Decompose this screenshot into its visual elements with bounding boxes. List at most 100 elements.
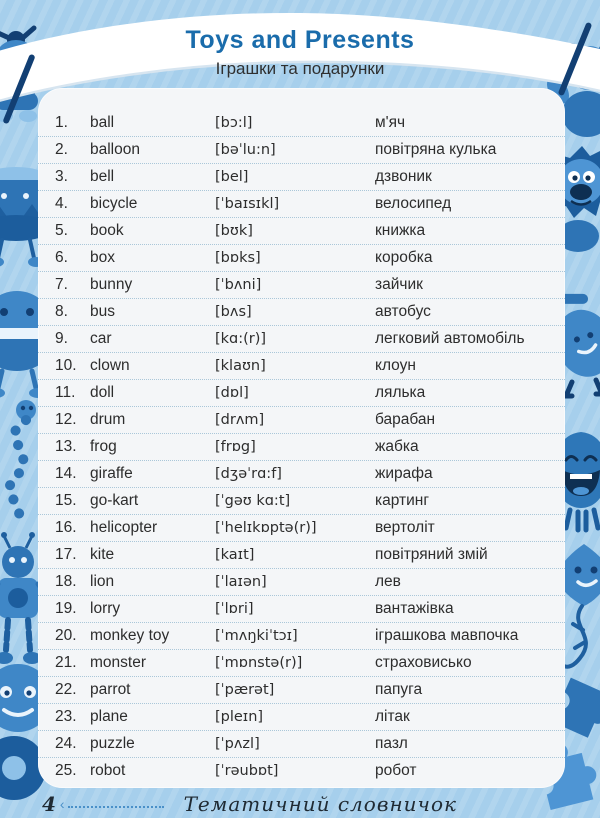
page-header: Toys and Presents Іграшки та подарунки bbox=[0, 26, 600, 79]
english-word: helicopter bbox=[90, 519, 158, 536]
row-number: 25. bbox=[55, 762, 77, 779]
transcription: [bɔ:l] bbox=[215, 115, 253, 131]
row-number: 23. bbox=[55, 708, 77, 725]
table-row: 21. monster [ˈmɒnstə(r)] страховисько bbox=[38, 650, 565, 677]
snake-toy-icon bbox=[4, 400, 36, 531]
row-number: 19. bbox=[55, 600, 77, 617]
ukrainian-translation: лялька bbox=[375, 384, 426, 401]
ukrainian-translation: жабка bbox=[375, 438, 419, 455]
table-row: 7. bunny [ˈbʌni] зайчик bbox=[38, 272, 565, 299]
ukrainian-translation: лев bbox=[375, 573, 401, 590]
table-row: 22. parrot [ˈpærət] папуга bbox=[38, 677, 565, 704]
row-number: 13. bbox=[55, 438, 77, 455]
watering-can-robot-icon bbox=[538, 293, 600, 399]
ukrainian-translation: коробка bbox=[375, 249, 433, 266]
english-word: doll bbox=[90, 384, 115, 401]
page-footer: 4 ‹ Тематичний словничок bbox=[0, 790, 600, 818]
transcription: [frɒg] bbox=[215, 439, 256, 455]
transcription: [ˈlɒri] bbox=[215, 601, 254, 617]
ukrainian-translation: літак bbox=[375, 708, 410, 725]
english-word: lion bbox=[90, 573, 115, 590]
english-word: go-kart bbox=[90, 492, 139, 509]
row-number: 22. bbox=[55, 681, 77, 698]
transcription: [ˈpærət] bbox=[215, 682, 275, 698]
ukrainian-translation: м'яч bbox=[375, 114, 406, 131]
row-number: 12. bbox=[55, 411, 77, 428]
transcription: [ˈgəʊ kɑ:t] bbox=[215, 493, 291, 509]
transcription: [ˈhelɪkɒptə(r)] bbox=[215, 520, 317, 536]
row-number: 5. bbox=[55, 222, 68, 239]
english-word: giraffe bbox=[90, 465, 133, 482]
english-word: frog bbox=[90, 438, 117, 455]
table-row: 8. bus [bʌs] автобус bbox=[38, 299, 565, 326]
english-word: puzzle bbox=[90, 735, 135, 752]
ukrainian-translation: автобус bbox=[375, 303, 431, 320]
transcription: [ˈbaɪsɪkl] bbox=[215, 196, 280, 212]
table-row: 20. monkey toy [ˈmʌŋkiˈtɔɪ] іграшкова ма… bbox=[38, 623, 565, 650]
footer-arrow-icon: ‹ bbox=[59, 796, 65, 812]
transcription: [ˈpʌzl] bbox=[215, 736, 260, 752]
transcription: [kɑ:(r)] bbox=[215, 331, 267, 347]
transcription: [kaɪt] bbox=[215, 547, 255, 563]
row-number: 9. bbox=[55, 330, 68, 347]
table-row: 5. book [bʊk] книжка bbox=[38, 218, 565, 245]
english-word: robot bbox=[90, 762, 126, 779]
ukrainian-translation: папуга bbox=[375, 681, 423, 698]
english-word: plane bbox=[90, 708, 128, 725]
page-subtitle: Іграшки та подарунки bbox=[215, 59, 385, 78]
english-word: balloon bbox=[90, 141, 140, 158]
ukrainian-translation: повітряний змій bbox=[375, 546, 488, 563]
transcription: [bʌs] bbox=[215, 304, 252, 320]
ukrainian-translation: жирафа bbox=[375, 465, 433, 482]
english-word: parrot bbox=[90, 681, 131, 698]
row-number: 4. bbox=[55, 195, 68, 212]
transcription: [ˈmɒnstə(r)] bbox=[215, 655, 303, 671]
english-word: clown bbox=[90, 357, 130, 374]
row-number: 3. bbox=[55, 168, 68, 185]
table-row: 10. clown [klaʊn] клоун bbox=[38, 353, 565, 380]
row-number: 11. bbox=[55, 384, 76, 401]
table-row: 6. box [bɒks] коробка bbox=[38, 245, 565, 272]
english-word: lorry bbox=[90, 600, 121, 617]
table-row: 12. drum [drʌm] барабан bbox=[38, 407, 565, 434]
table-row: 9. car [kɑ:(r)] легковий автомобіль bbox=[38, 326, 565, 353]
vocab-table: 1. ball [bɔ:l] м'яч 2. balloon [bəˈlu:n]… bbox=[38, 110, 565, 784]
page-number: 4 bbox=[42, 792, 56, 816]
transcription: [drʌm] bbox=[215, 412, 265, 428]
table-row: 2. balloon [bəˈlu:n] повітряна кулька bbox=[38, 137, 565, 164]
table-row: 1. ball [bɔ:l] м'яч bbox=[38, 110, 565, 137]
ukrainian-translation: зайчик bbox=[375, 276, 423, 293]
row-number: 16. bbox=[55, 519, 77, 536]
table-row: 13. frog [frɒg] жабка bbox=[38, 434, 565, 461]
ukrainian-translation: дзвоник bbox=[375, 168, 432, 185]
english-word: box bbox=[90, 249, 115, 266]
ukrainian-translation: робот bbox=[375, 762, 417, 779]
ukrainian-translation: повітряна кулька bbox=[375, 141, 497, 158]
english-word: bell bbox=[90, 168, 115, 185]
transcription: [bɒks] bbox=[215, 250, 261, 266]
table-row: 25. robot [ˈrəubɒt] робот bbox=[38, 758, 565, 784]
row-number: 2. bbox=[55, 141, 68, 158]
footer-dotted-leader bbox=[67, 806, 164, 808]
ukrainian-translation: вантажівка bbox=[375, 600, 454, 617]
table-row: 11. doll [dɒl] лялька bbox=[38, 380, 565, 407]
ukrainian-translation: іграшкова мавпочка bbox=[375, 627, 519, 644]
transcription: [bel] bbox=[215, 169, 249, 185]
ukrainian-translation: пазл bbox=[375, 735, 408, 752]
transcription: [ˈrəubɒt] bbox=[215, 763, 279, 779]
english-word: car bbox=[90, 330, 112, 347]
table-row: 24. puzzle [ˈpʌzl] пазл bbox=[38, 731, 565, 758]
banner-ribbon bbox=[0, 12, 600, 102]
english-word: book bbox=[90, 222, 124, 239]
transcription: [ˈbʌni] bbox=[215, 277, 262, 293]
row-number: 10. bbox=[55, 357, 77, 374]
table-row: 18. lion [ˈlaɪən] лев bbox=[38, 569, 565, 596]
row-number: 15. bbox=[55, 492, 77, 509]
kite-toy-icon bbox=[554, 544, 600, 669]
balloon-character-icon bbox=[554, 432, 600, 533]
table-row: 16. helicopter [ˈhelɪkɒptə(r)] вертоліт bbox=[38, 515, 565, 542]
ukrainian-translation: книжка bbox=[375, 222, 426, 239]
table-row: 14. giraffe [dʒəˈrɑ:f] жирафа bbox=[38, 461, 565, 488]
row-number: 21. bbox=[55, 654, 77, 671]
ukrainian-translation: страховисько bbox=[375, 654, 472, 671]
